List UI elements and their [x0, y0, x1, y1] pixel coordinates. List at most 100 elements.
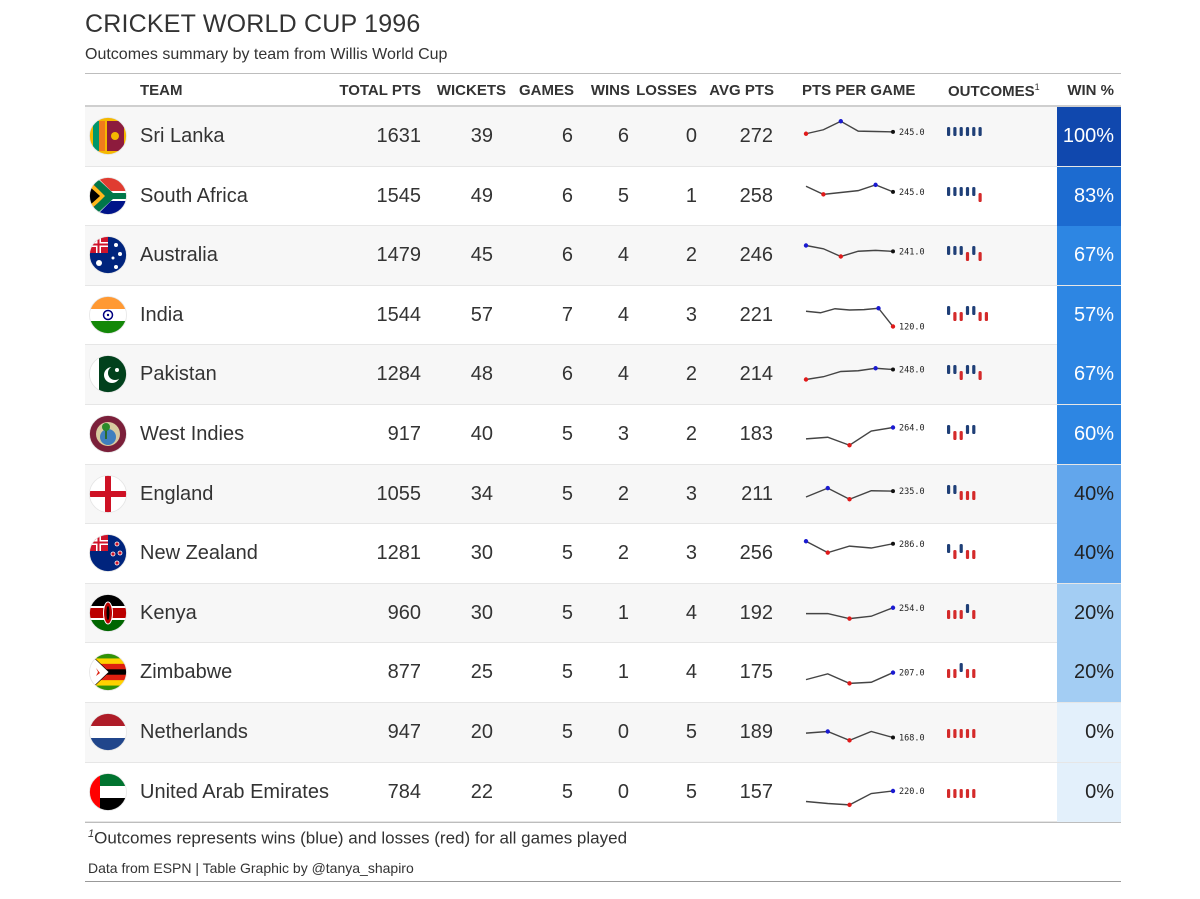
outcome-win-bar: [947, 424, 951, 434]
team-name: New Zealand: [140, 542, 258, 565]
avg-pts-cell: 189: [739, 720, 773, 743]
source-credit: Data from ESPN | Table Graphic by @tanya…: [88, 860, 414, 876]
outcome-loss-bar: [978, 371, 982, 381]
sparkline-last-point: [891, 488, 895, 493]
outcome-loss-bar: [978, 252, 982, 262]
games-cell: 6: [561, 363, 573, 386]
total-pts-cell: 947: [387, 720, 421, 743]
outcome-loss-bar: [959, 371, 963, 381]
total-pts-cell: 960: [387, 601, 421, 624]
losses-cell: 5: [685, 780, 697, 803]
sparkline-last-point: [891, 541, 895, 546]
sparkline-last-label: 264.0: [899, 423, 925, 433]
pts-per-game-sparkline: 254.0: [806, 604, 925, 621]
outcome-win-bar: [972, 424, 976, 434]
wickets-cell: 20: [470, 720, 493, 743]
pts-per-game-sparkline: 248.0: [803, 366, 925, 383]
team-name: Netherlands: [140, 720, 248, 743]
win-pct-cell: 40%: [1057, 524, 1121, 584]
games-cell: 5: [561, 720, 573, 743]
total-pts-cell: 1284: [376, 363, 422, 386]
team-name: South Africa: [140, 184, 248, 207]
outcome-loss-bar: [965, 490, 970, 500]
win-pct-cell: 83%: [1057, 166, 1121, 226]
header-win-pct: WIN %: [1067, 82, 1114, 99]
sparkline-line: [805, 307, 894, 327]
outcomes-chart: [947, 424, 976, 440]
outcome-loss-bar: [959, 490, 963, 500]
header-wickets: WICKETS: [436, 82, 506, 99]
team-name: India: [140, 303, 184, 326]
header-pts-per-game: PTS PER GAME: [802, 82, 916, 99]
sparkline-max-point: [803, 243, 809, 248]
sparkline-max-point: [890, 605, 896, 610]
sparkline-last-point: [891, 189, 895, 194]
avg-pts-cell: 175: [739, 661, 773, 684]
losses-cell: 2: [685, 363, 697, 386]
total-pts-cell: 1055: [376, 482, 422, 505]
sparkline-last-label: 245.0: [899, 187, 925, 197]
netherlands-flag-icon: [89, 713, 127, 751]
outcome-win-bar: [953, 365, 957, 375]
outcomes-chart: [947, 484, 976, 500]
outcomes-chart: [947, 305, 988, 321]
outcome-loss-bar: [959, 728, 963, 738]
pakistan-flag-icon: [89, 355, 127, 394]
wickets-cell: 34: [470, 482, 493, 505]
sparkline-min-point: [838, 254, 843, 259]
wins-cell: 0: [617, 780, 629, 803]
win-pct-cell: 0%: [1057, 762, 1121, 822]
bottom-rule: [85, 822, 1121, 823]
outcome-win-bar: [972, 186, 976, 196]
table-header: TEAM TOTAL PTS WICKETS GAMES WINS LOSSES…: [85, 74, 1121, 107]
win-pct-cell: 57%: [1057, 285, 1121, 345]
chart-subtitle: Outcomes summary by team from Willis Wor…: [85, 46, 448, 63]
sparkline-max-point: [873, 366, 878, 371]
avg-pts-cell: 157: [739, 780, 773, 803]
outcome-win-bar: [965, 186, 970, 196]
table-row: India 1544 57 7 4 3 221 120.0 57%: [85, 285, 1121, 346]
top-rule: [85, 73, 1121, 74]
losses-cell: 2: [685, 244, 697, 267]
pts-per-game-sparkline: 207.0: [805, 669, 925, 686]
outcomes-chart: [947, 127, 982, 136]
sparkline-max-point: [890, 425, 896, 430]
wickets-cell: 39: [470, 125, 493, 147]
outcome-loss-bar: [965, 788, 970, 798]
table-row: Sri Lanka 1631 39 6 6 0 272 245.0 100%: [85, 107, 1121, 167]
sparkline-line: [805, 120, 894, 135]
header-total-pts: TOTAL PTS: [339, 82, 421, 99]
total-pts-cell: 1479: [376, 244, 422, 267]
outcome-loss-bar: [953, 430, 957, 440]
outcomes-chart: [947, 663, 976, 679]
outcome-win-bar: [965, 424, 970, 434]
games-cell: 5: [561, 542, 573, 565]
team-name: Sri Lanka: [140, 125, 225, 147]
india-flag-icon: [89, 295, 127, 334]
outcome-loss-bar: [953, 609, 957, 619]
wickets-cell: 49: [470, 184, 493, 207]
sparkline-last-point: [891, 129, 895, 134]
outcome-win-bar: [959, 127, 963, 136]
outcome-loss-bar: [953, 788, 957, 798]
outcome-loss-bar: [965, 252, 970, 262]
wickets-cell: 30: [470, 601, 493, 624]
outcome-loss-bar: [972, 669, 976, 679]
outcome-win-bar: [965, 305, 970, 315]
avg-pts-cell: 211: [741, 482, 773, 505]
pts-per-game-sparkline: 241.0: [803, 243, 925, 259]
sparkline-max-point: [825, 729, 830, 734]
pts-per-game-sparkline: 120.0: [805, 305, 925, 332]
avg-pts-cell: 258: [739, 184, 773, 207]
outcome-win-bar: [947, 186, 951, 196]
sparkline-max-point: [876, 305, 881, 311]
header-outcomes-label: OUTCOMES: [948, 83, 1035, 100]
outcome-loss-bar: [959, 430, 963, 440]
wins-cell: 2: [617, 482, 629, 505]
outcome-loss-bar: [972, 490, 976, 500]
wins-cell: 1: [617, 661, 629, 684]
games-cell: 6: [561, 244, 573, 267]
table-row: Zimbabwe 877 25 5 1 4 175 207.0 20%: [85, 643, 1121, 703]
sparkline-line: [805, 367, 894, 381]
table-row: Netherlands 947 20 5 0 5 189 168.0 0%: [85, 702, 1121, 763]
